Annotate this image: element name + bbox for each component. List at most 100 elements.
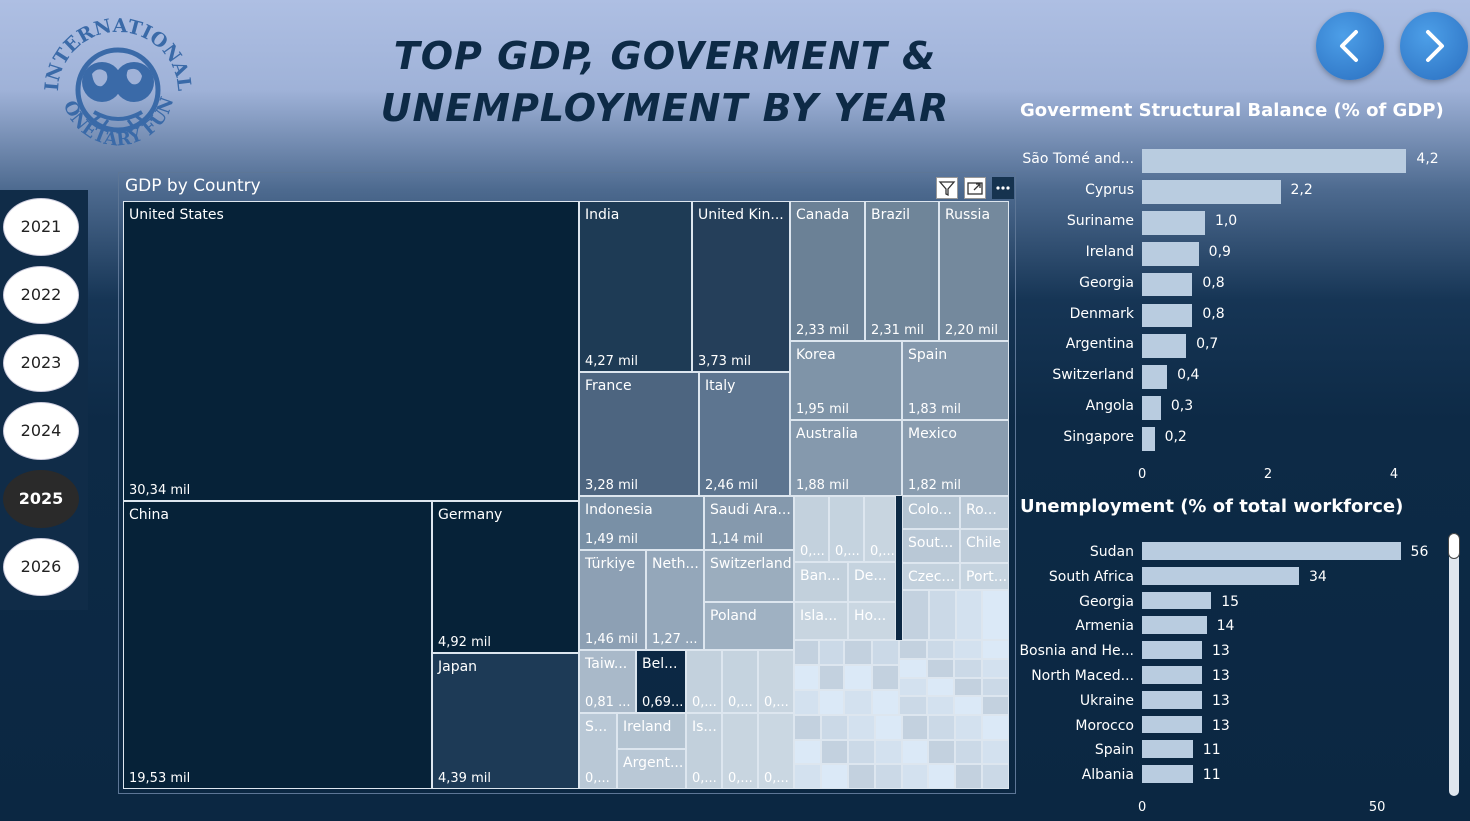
treemap-cell-small[interactable] <box>847 715 875 740</box>
treemap-cell[interactable]: 0,... <box>758 713 794 789</box>
treemap-cell-small[interactable] <box>982 715 1009 740</box>
bar[interactable] <box>1142 396 1161 421</box>
treemap-cell[interactable]: Isla... <box>794 602 848 640</box>
treemap-cell-small[interactable] <box>820 764 848 789</box>
previous-page-button[interactable] <box>1316 12 1384 80</box>
treemap-cell-small[interactable] <box>820 715 848 740</box>
treemap-cell[interactable]: Chile <box>960 529 1009 563</box>
treemap-cell[interactable]: Russia 2,20 mil <box>939 201 1009 341</box>
treemap-cell-small[interactable] <box>899 640 927 659</box>
year-button-2025[interactable]: 2025 <box>3 470 79 528</box>
treemap-cell[interactable]: Neth... 1,27 ... <box>646 550 704 650</box>
bar[interactable] <box>1142 765 1193 783</box>
bar[interactable] <box>1142 241 1199 266</box>
treemap-cell-small[interactable] <box>794 690 819 715</box>
treemap-cell-small[interactable] <box>874 715 902 740</box>
treemap-cell[interactable]: Poland <box>704 602 794 650</box>
treemap-cell[interactable]: Japan 4,39 mil <box>432 653 579 789</box>
treemap-cell-small[interactable] <box>794 665 819 690</box>
treemap-cell-small[interactable] <box>981 696 1009 715</box>
treemap-cell-small[interactable] <box>955 590 983 640</box>
treemap-cell-small[interactable] <box>871 665 899 690</box>
treemap-cell[interactable]: China 19,53 mil <box>123 501 432 789</box>
bar[interactable] <box>1142 715 1203 734</box>
treemap-cell[interactable]: Is... 0,... <box>686 713 722 789</box>
treemap-cell-small[interactable] <box>844 665 872 690</box>
year-button-2022[interactable]: 2022 <box>3 266 79 324</box>
bar[interactable] <box>1142 566 1299 585</box>
focus-mode-icon[interactable] <box>964 177 986 199</box>
treemap-cell[interactable]: Ho... <box>848 602 896 640</box>
unemployment-scroll-thumb[interactable] <box>1448 533 1460 559</box>
treemap-cell[interactable]: 0,... <box>864 496 896 562</box>
treemap-cell-small[interactable] <box>899 696 927 715</box>
treemap-cell[interactable]: De... <box>848 562 896 602</box>
bar[interactable] <box>1142 334 1187 359</box>
treemap-cell[interactable]: Australia 1,88 mil <box>790 420 902 496</box>
treemap-cell[interactable]: Mexico 1,82 mil <box>902 420 1009 496</box>
year-button-2024[interactable]: 2024 <box>3 402 79 460</box>
treemap-cell-small[interactable] <box>819 690 844 715</box>
treemap-cell-small[interactable] <box>926 696 954 715</box>
treemap-cell[interactable]: Indonesia 1,49 mil <box>579 496 704 550</box>
bar[interactable] <box>1142 666 1203 684</box>
treemap-cell-small[interactable] <box>794 640 819 665</box>
treemap-cell[interactable]: France 3,28 mil <box>579 372 699 496</box>
treemap-cell[interactable]: Sout... <box>902 529 960 563</box>
treemap-cell-small[interactable] <box>981 677 1009 697</box>
treemap-cell[interactable]: Bel... 0,69... <box>636 650 686 713</box>
treemap-cell-small[interactable] <box>874 764 902 789</box>
treemap-cell[interactable]: Saudi Ara... 1,14 mil <box>704 496 794 550</box>
treemap-cell-small[interactable] <box>794 715 821 740</box>
treemap-cell[interactable]: 0,... <box>758 650 794 713</box>
treemap-cell[interactable]: Italy 2,46 mil <box>699 372 790 496</box>
treemap-cell[interactable]: United States 30,34 mil <box>123 201 579 501</box>
unemployment-scrollbar[interactable] <box>1449 533 1459 796</box>
treemap-cell-small[interactable] <box>926 658 954 678</box>
treemap-cell-small[interactable] <box>955 715 983 740</box>
treemap-cell-small[interactable] <box>901 739 929 765</box>
treemap-cell[interactable]: United Kin... 3,73 mil <box>692 201 790 372</box>
treemap-cell[interactable]: India 4,27 mil <box>579 201 692 372</box>
treemap-cell-small[interactable] <box>794 764 821 789</box>
treemap-cell[interactable]: Colo... <box>902 496 960 529</box>
treemap-cell-small[interactable] <box>955 764 983 789</box>
treemap-cell-small[interactable] <box>982 764 1009 789</box>
bar[interactable] <box>1142 740 1193 759</box>
bar[interactable] <box>1142 641 1203 659</box>
year-button-2021[interactable]: 2021 <box>3 198 79 256</box>
bar[interactable] <box>1142 365 1168 390</box>
treemap-cell-small[interactable] <box>926 677 954 697</box>
more-options-icon[interactable] <box>992 177 1014 199</box>
bar[interactable] <box>1142 303 1193 328</box>
treemap-cell[interactable]: 0,... <box>722 650 758 713</box>
treemap-cell[interactable]: Türkiye 1,46 mil <box>579 550 646 650</box>
treemap-cell-small[interactable] <box>982 590 1009 640</box>
next-page-button[interactable] <box>1400 12 1468 80</box>
treemap-cell-small[interactable] <box>819 640 844 665</box>
bar[interactable] <box>1142 542 1401 560</box>
treemap-cell[interactable]: Brazil 2,31 mil <box>865 201 939 341</box>
treemap-cell-small[interactable] <box>899 677 927 697</box>
bar[interactable] <box>1142 427 1155 451</box>
treemap-cell-small[interactable] <box>926 640 954 659</box>
treemap-cell[interactable]: 0,... <box>829 496 864 562</box>
treemap-cell-small[interactable] <box>954 677 982 697</box>
bar[interactable] <box>1142 591 1212 610</box>
treemap-cell[interactable]: Spain 1,83 mil <box>902 341 1009 420</box>
treemap-cell-small[interactable] <box>844 640 872 665</box>
bar[interactable] <box>1142 179 1281 204</box>
filter-icon[interactable] <box>936 177 958 199</box>
treemap-cell-small[interactable] <box>928 590 956 640</box>
treemap-cell[interactable]: 0,... <box>794 496 829 562</box>
treemap-cell-small[interactable] <box>928 739 956 765</box>
treemap-cell-small[interactable] <box>928 764 956 789</box>
treemap-cell-small[interactable] <box>954 696 982 715</box>
treemap-cell-small[interactable] <box>871 640 899 665</box>
treemap-cell-small[interactable] <box>902 590 929 640</box>
treemap-cell-small[interactable] <box>847 764 875 789</box>
treemap-cell-small[interactable] <box>954 658 982 678</box>
treemap-cell[interactable]: Taiw... 0,81 ... <box>579 650 636 713</box>
treemap-cell-small[interactable] <box>820 739 848 765</box>
treemap-cell-small[interactable] <box>901 715 929 740</box>
